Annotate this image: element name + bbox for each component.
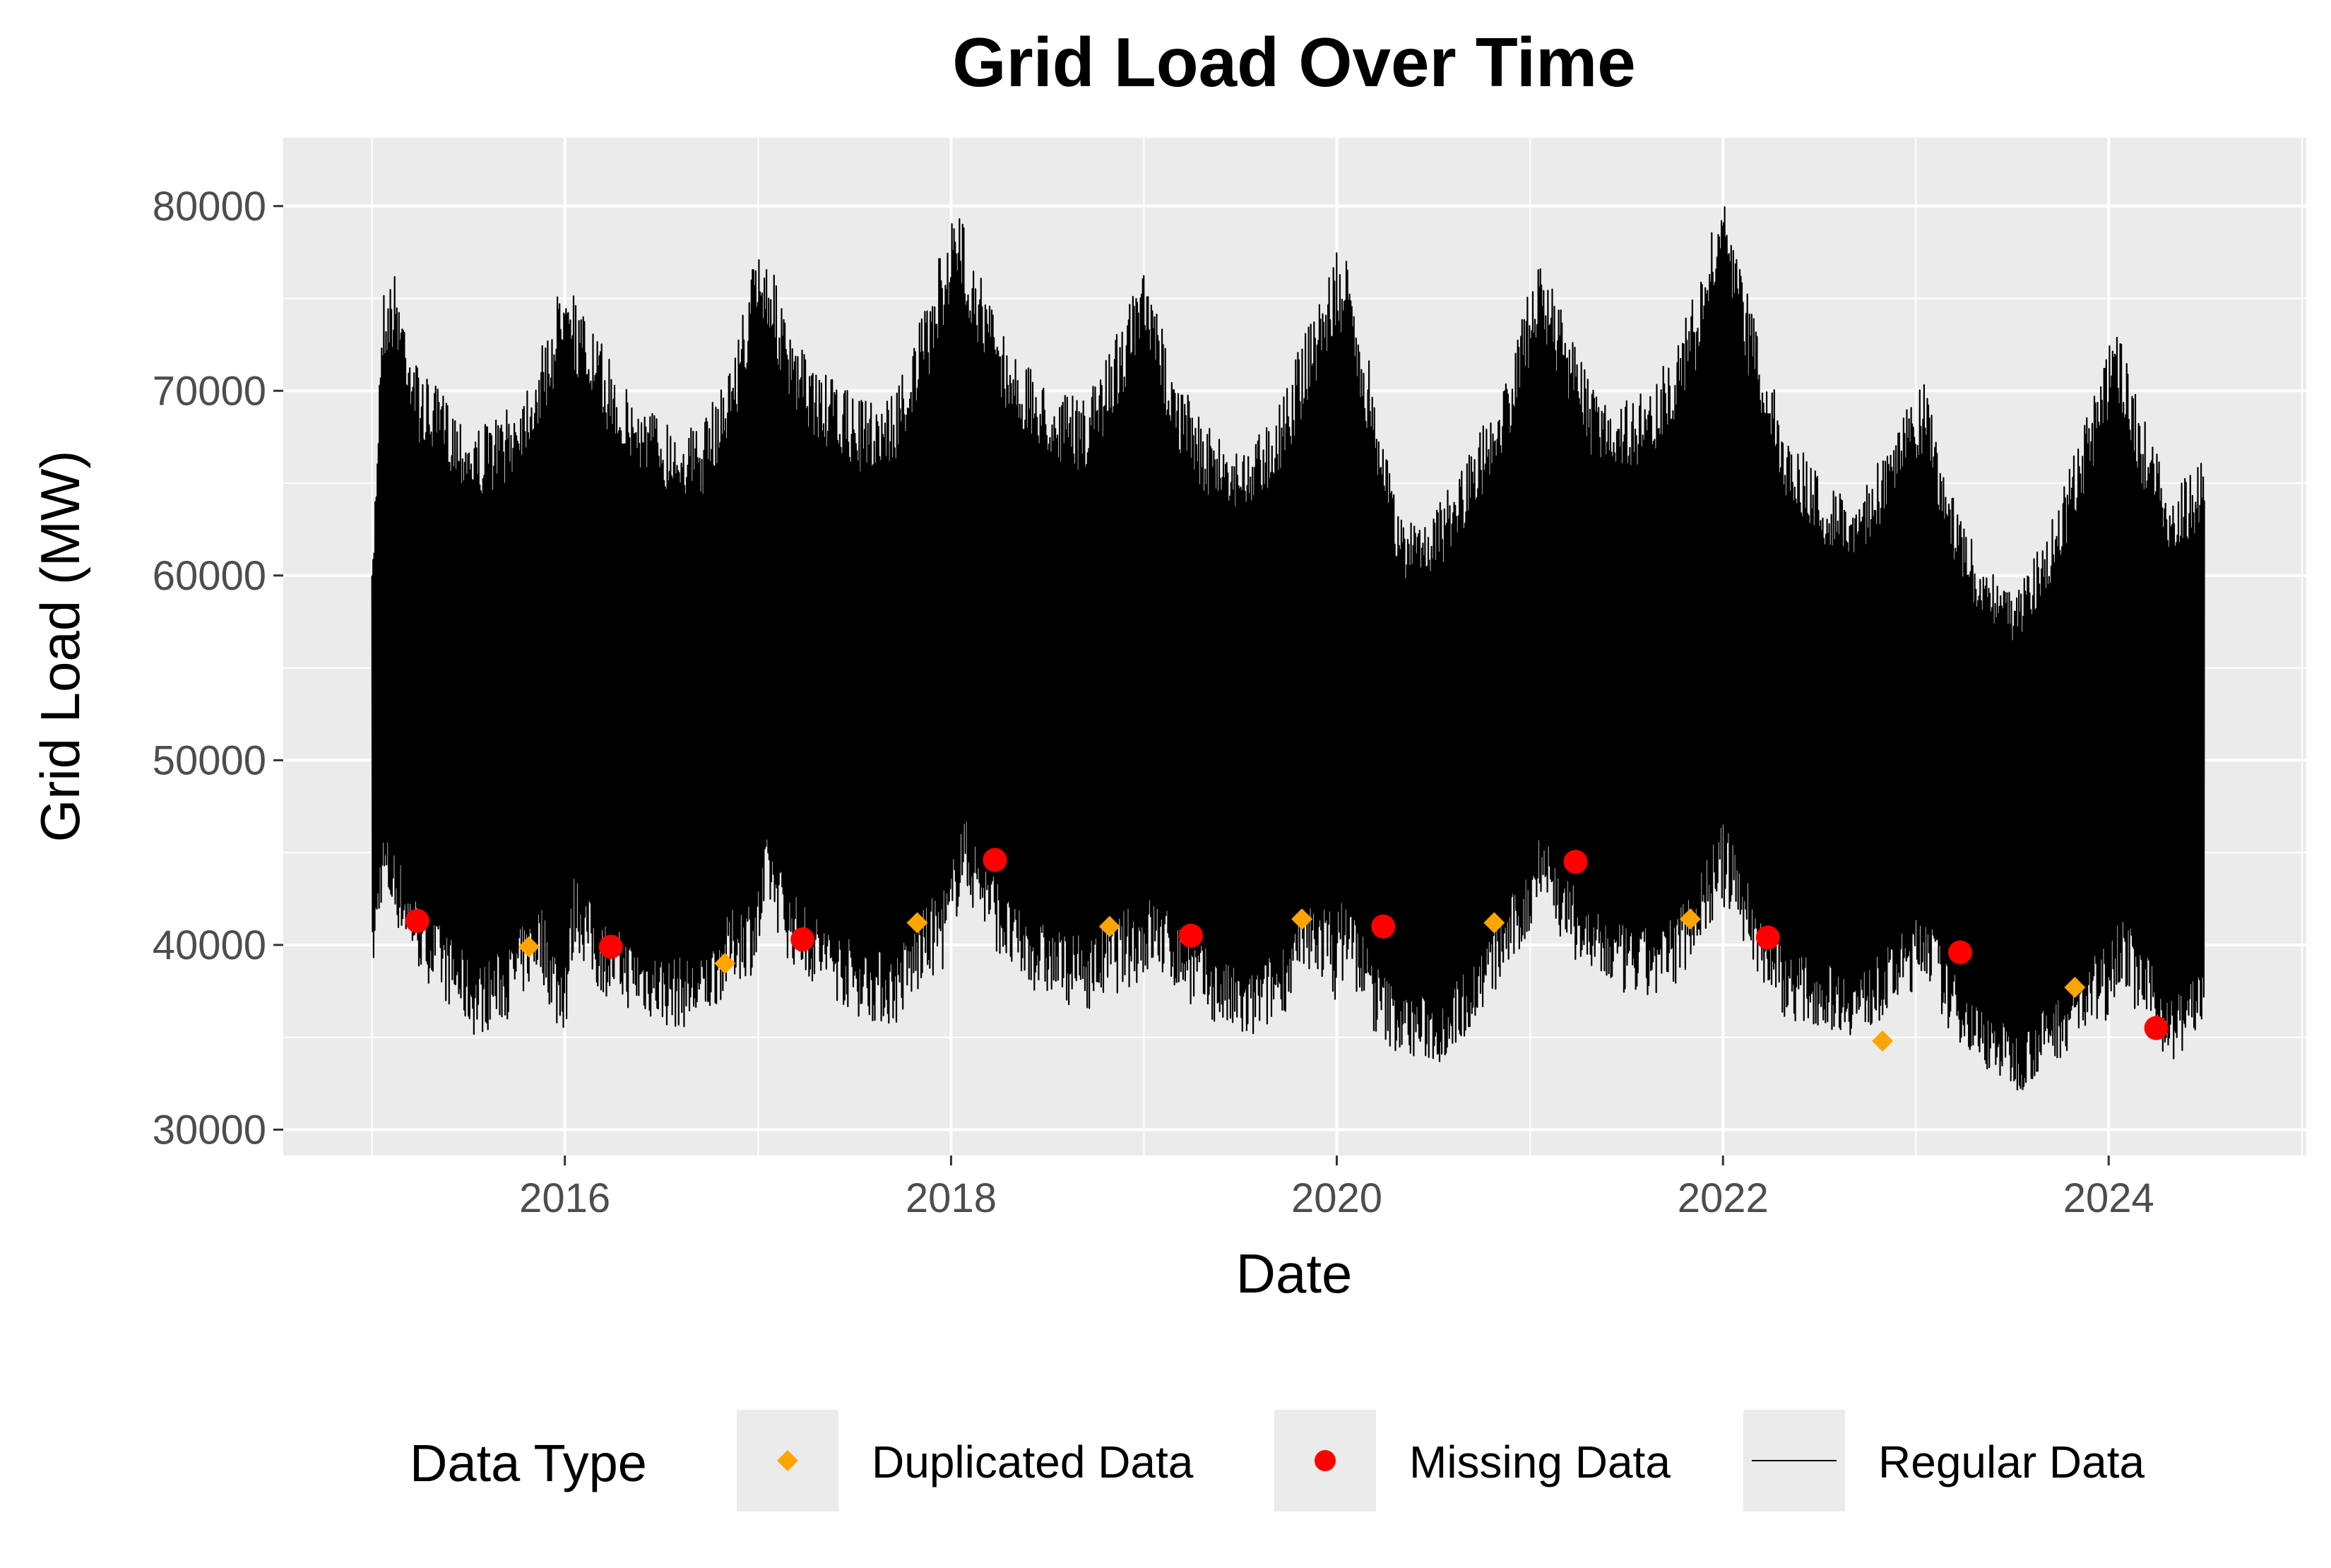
duplicated-data-series (518, 908, 2086, 1052)
legend-label-regular: Regular Data (1878, 1437, 2145, 1487)
missing-data-point (1948, 940, 1973, 965)
missing-data-point (983, 848, 1007, 872)
duplicated-data-point (1098, 915, 1120, 937)
x-axis-title: Date (1236, 1242, 1353, 1305)
duplicated-data-point (2064, 977, 2086, 999)
legend-title: Data Type (410, 1434, 647, 1492)
x-tick-label: 2016 (519, 1175, 610, 1221)
duplicated-data-point (518, 936, 540, 958)
x-tick-label: 2024 (2063, 1175, 2154, 1221)
regular-data-series (371, 206, 2205, 1091)
legend-label-duplicated: Duplicated Data (872, 1437, 1194, 1487)
missing-data-point (405, 908, 429, 933)
missing-data-point (1179, 923, 1204, 948)
missing-data-point (598, 934, 623, 959)
duplicated-data-point (1872, 1030, 1894, 1052)
missing-data-series (405, 848, 2169, 1040)
x-tick-label: 2022 (1678, 1175, 1769, 1221)
duplicated-data-point (1679, 908, 1701, 930)
y-tick-label: 70000 (153, 368, 266, 414)
y-axis: 30000 40000 50000 60000 70000 80000 (153, 184, 283, 1153)
missing-data-point (2144, 1016, 2169, 1040)
legend-key-duplicated-diamond (777, 1450, 798, 1471)
x-tick-label: 2020 (1291, 1175, 1382, 1221)
missing-data-point (1755, 925, 1780, 950)
y-tick-label: 30000 (153, 1107, 266, 1153)
legend-label-missing: Missing Data (1409, 1437, 1671, 1487)
y-tick-label: 60000 (153, 553, 266, 599)
duplicated-data-point (1291, 908, 1313, 930)
legend: Data Type Duplicated Data Missing Data R… (410, 1410, 2145, 1511)
y-tick-label: 50000 (153, 737, 266, 783)
duplicated-data-point (714, 953, 736, 975)
duplicated-data-point (1483, 912, 1505, 934)
duplicated-data-point (906, 912, 928, 934)
y-tick-label: 80000 (153, 184, 266, 230)
missing-data-point (790, 927, 815, 952)
y-tick-label: 40000 (153, 922, 266, 968)
x-tick-label: 2018 (906, 1175, 997, 1221)
chart-title: Grid Load Over Time (952, 23, 1636, 101)
missing-data-point (1371, 914, 1396, 939)
y-axis-title: Grid Load (MW) (29, 451, 91, 843)
legend-key-missing-circle (1315, 1450, 1336, 1471)
regular-data-line (371, 206, 2205, 1091)
missing-data-point (1563, 850, 1588, 874)
x-axis: 2016 2018 2020 2022 2024 (519, 1156, 2154, 1221)
